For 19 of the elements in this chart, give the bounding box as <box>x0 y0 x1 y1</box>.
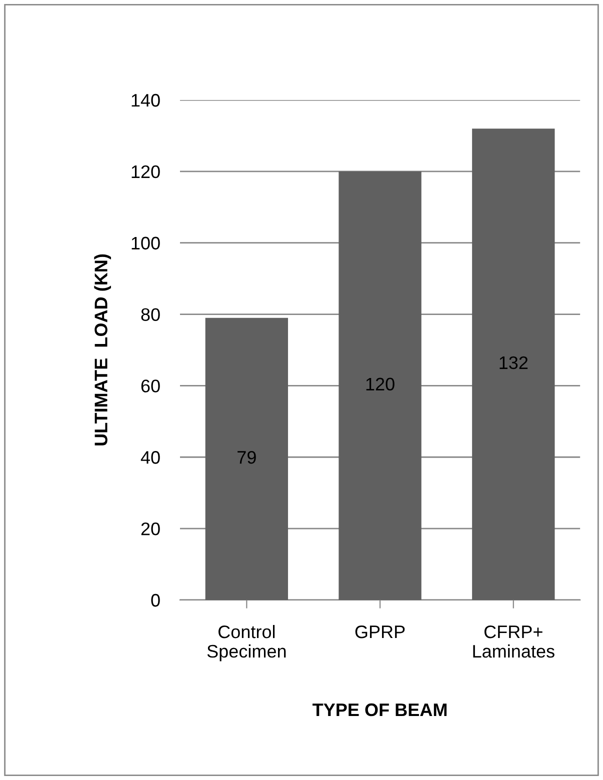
data-label: 132 <box>500 356 528 370</box>
data-label: 120 <box>366 378 394 391</box>
bar <box>205 318 288 600</box>
y-tick-label: 60 <box>141 380 160 392</box>
bar <box>338 171 422 600</box>
y-tick-label: 80 <box>141 308 160 321</box>
y-tick-label: 120 <box>132 165 160 178</box>
bar <box>472 128 555 600</box>
y-tick-label: 100 <box>132 236 160 250</box>
x-axis-title: TYPE OF BEAM <box>312 703 447 716</box>
y-tick-label: 20 <box>141 522 160 536</box>
x-tick-label: Control Specimen <box>207 624 286 662</box>
data-label: 79 <box>238 450 256 464</box>
x-tick-label: CFRP+ Laminates <box>473 625 554 658</box>
y-axis-title: ULTIMATE LOAD (KN) <box>94 254 111 446</box>
y-tick-label: 40 <box>140 451 160 464</box>
y-tick-label: 0 <box>151 594 160 607</box>
x-tick-label: GPRP <box>355 625 405 638</box>
y-tick-label: 140 <box>132 94 160 107</box>
